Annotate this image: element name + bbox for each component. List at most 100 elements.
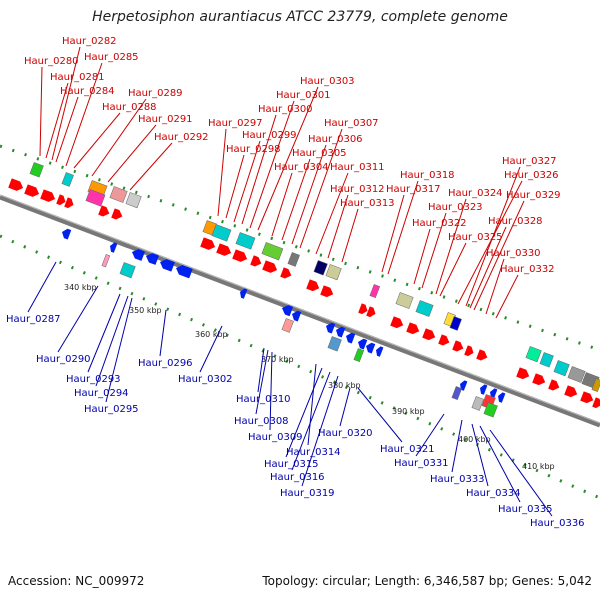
reverse-gene-leader [471,423,489,487]
forward-gene-label[interactable]: Haur_0322 [412,218,467,229]
forward-gene-leader [381,194,405,273]
forward-gene-leader [413,228,431,285]
forward-gene-label[interactable]: Haur_0301 [276,90,331,101]
forward-gene-label[interactable]: Haur_0332 [500,264,555,275]
reverse-gene-label[interactable]: Haur_0336 [530,518,585,529]
reverse-gene-arrow [132,249,145,261]
reverse-gene-label[interactable]: Haur_0287 [6,314,61,325]
forward-gene-label[interactable]: Haur_0281 [50,72,105,83]
kbp-marker: 370 kbp [261,355,294,364]
reverse-gene-label[interactable]: Haur_0334 [466,488,521,499]
forward-gene-leader [485,258,505,315]
forward-gene-label[interactable]: Haur_0282 [62,36,117,47]
forward-gene-leader [51,46,81,161]
reverse-gene-label[interactable]: Haur_0309 [248,432,303,443]
reverse-gene-leader [27,261,57,313]
forward-gene-label[interactable]: Haur_0298 [226,144,281,155]
forward-gene-label[interactable]: Haur_0323 [428,202,483,213]
forward-gene-label[interactable]: Haur_0285 [84,52,139,63]
forward-gene-label[interactable]: Haur_0280 [24,56,79,67]
forward-gene-label[interactable]: Haur_0303 [300,76,355,87]
reverse-gene-label[interactable]: Haur_0310 [236,394,291,405]
kbp-marker: 400 kbp [458,435,491,444]
forward-gene-label[interactable]: Haur_0324 [448,188,503,199]
reverse-gene-label[interactable]: Haur_0321 [380,444,435,455]
forward-gene-arrow [422,328,436,341]
reverse-gene-arrow [490,388,498,399]
reverse-gene-label[interactable]: Haur_0294 [74,388,129,399]
reverse-gene-label[interactable]: Haur_0335 [498,504,553,515]
forward-gene-box [29,162,44,178]
forward-gene-label[interactable]: Haur_0300 [258,104,313,115]
forward-gene-arrow [548,379,560,391]
forward-gene-label[interactable]: Haur_0317 [386,184,441,195]
forward-gene-box [61,172,74,187]
reverse-gene-label[interactable]: Haur_0319 [280,488,335,499]
forward-gene-label[interactable]: Haur_0329 [506,190,561,201]
reverse-gene-leader [159,309,167,357]
forward-gene-label[interactable]: Haur_0304 [274,162,329,173]
reverse-gene-label[interactable]: Haur_0331 [394,458,449,469]
forward-gene-leader [327,194,349,259]
forward-gene-leader [91,98,147,177]
forward-gene-label[interactable]: Haur_0291 [138,114,193,125]
forward-gene-label[interactable]: Haur_0292 [154,132,209,143]
reverse-gene-label[interactable]: Haur_0308 [234,416,289,427]
reverse-gene-label[interactable]: Haur_0302 [178,374,233,385]
forward-gene-box [261,242,284,261]
forward-gene-label[interactable]: Haur_0284 [60,86,115,97]
forward-gene-label[interactable]: Haur_0328 [488,216,543,227]
forward-gene-arrow [476,349,488,361]
forward-gene-leader [225,154,245,219]
forward-gene-label[interactable]: Haur_0313 [340,198,395,209]
forward-gene-label[interactable]: Haur_0326 [504,170,559,181]
genome-summary: Topology: circular; Length: 6,346,587 bp… [262,574,592,588]
forward-gene-label[interactable]: Haur_0306 [308,134,363,145]
accession-text: Accession: NC_009972 [8,574,145,588]
reverse-gene-label[interactable]: Haur_0320 [318,428,373,439]
forward-gene-label[interactable]: Haur_0297 [208,118,263,129]
kbp-marker: 360 kbp [195,330,228,339]
reverse-gene-arrow [292,310,302,322]
kbp-marker: 380 kbp [328,381,361,390]
reverse-gene-label[interactable]: Haur_0296 [138,358,193,369]
reverse-gene-arrow [326,322,336,334]
forward-gene-leader [55,96,79,163]
forward-gene-label[interactable]: Haur_0312 [330,184,385,195]
forward-gene-label[interactable]: Haur_0307 [324,118,379,129]
forward-gene-label[interactable]: Haur_0288 [102,102,157,113]
forward-gene-label[interactable]: Haur_0330 [486,248,541,259]
forward-gene-label[interactable]: Haur_0325 [448,232,503,243]
forward-gene-box [325,264,342,281]
reverse-gene-leader [301,375,339,487]
forward-gene-arrow [8,178,24,191]
forward-gene-label[interactable]: Haur_0311 [330,162,385,173]
reverse-gene-label[interactable]: Haur_0295 [84,404,139,415]
forward-gene-labels: Haur_0280 Haur_0281 Haur_0282 Haur_0284 Haur… [24,36,561,319]
reverse-gene-label[interactable]: Haur_0315 [264,459,319,470]
forward-gene-box [109,186,128,203]
reverse-gene-label[interactable]: Haur_0293 [66,374,121,385]
forward-gene-leader [281,158,311,241]
forward-gene-leader [421,212,447,289]
reverse-gene-leader [199,325,223,373]
reverse-gene-box [327,336,342,352]
forward-gene-label[interactable]: Haur_0318 [400,170,455,181]
forward-gene-leader [65,62,103,167]
forward-gene-arrow [366,306,376,318]
forward-gene-leader [73,112,121,169]
forward-gene-arrow [216,243,232,256]
forward-gene-leader [341,208,359,263]
forward-gene-label[interactable]: Haur_0305 [292,148,347,159]
reverse-gene-label[interactable]: Haur_0333 [430,474,485,485]
forward-gene-label[interactable]: Haur_0327 [502,156,557,167]
forward-gene-leader [233,140,261,223]
reverse-gene-label[interactable]: Haur_0290 [36,354,91,365]
forward-gene-box [235,232,256,250]
forward-gene-arrow [200,237,216,250]
reverse-gene-label[interactable]: Haur_0316 [270,472,325,483]
forward-gene-box [211,224,232,242]
forward-gene-label[interactable]: Haur_0289 [128,88,183,99]
reverse-gene-leader [357,387,403,443]
forward-gene-box [449,316,462,331]
